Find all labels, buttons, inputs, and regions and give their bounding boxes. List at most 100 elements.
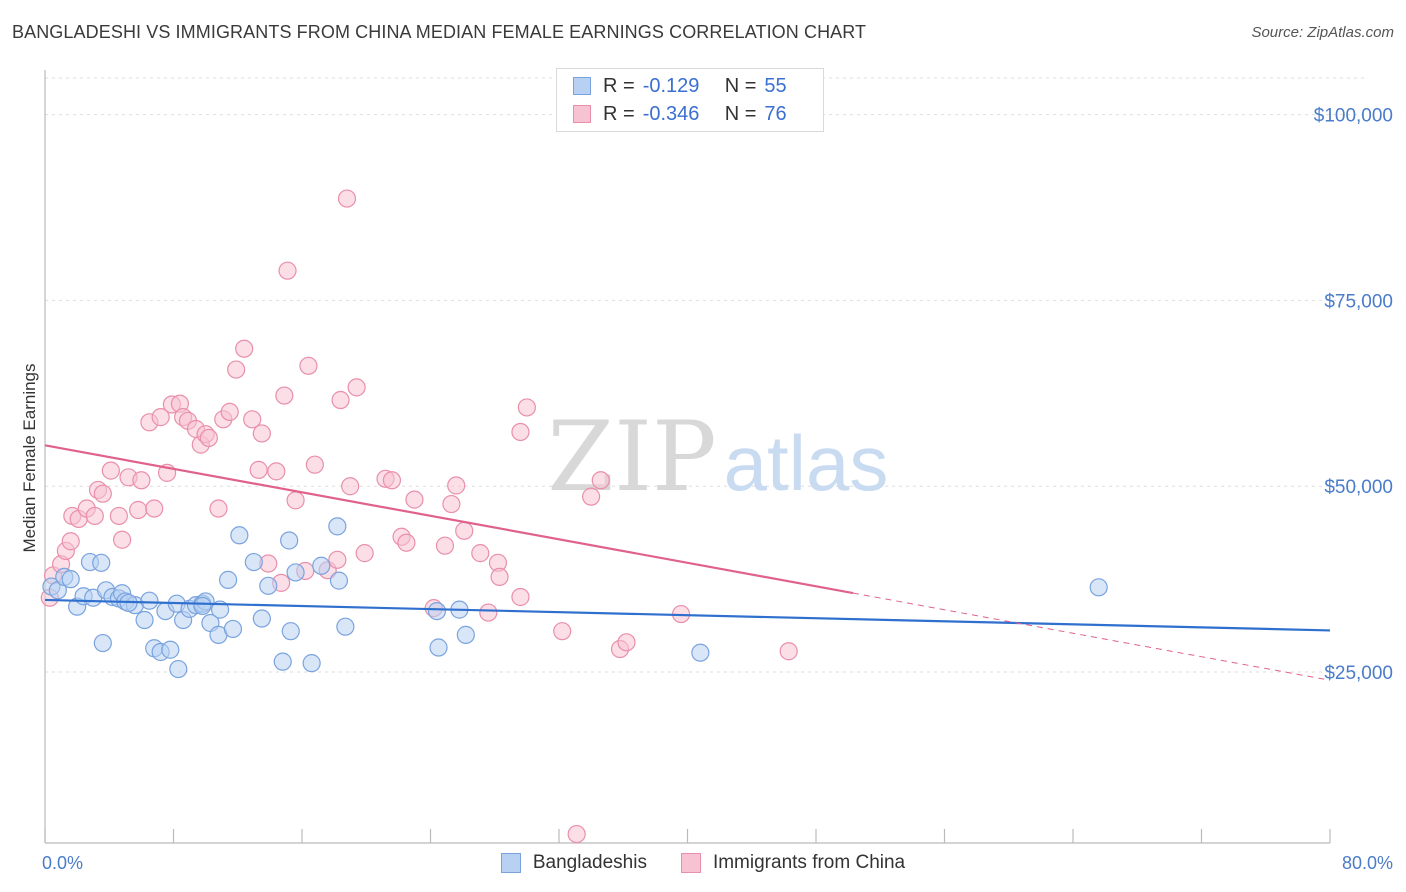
y-tick-label: $50,000 — [1324, 477, 1393, 498]
bangladeshis-point — [93, 633, 112, 653]
legend-label: Immigrants from China — [712, 852, 906, 873]
china-point — [617, 633, 636, 652]
bangladeshis-point — [329, 571, 349, 590]
bangladeshis-point — [280, 531, 299, 550]
china-point — [490, 567, 509, 587]
legend-item-immigrants-from-china[interactable]: Immigrants from China — [680, 852, 906, 874]
n-value: 76 — [764, 102, 787, 125]
y-tick-label: $100,000 — [1314, 106, 1393, 127]
china-point — [275, 386, 294, 405]
china-point — [331, 390, 350, 410]
legend-label: Bangladeshis — [532, 852, 647, 873]
bangladeshis-point — [210, 600, 230, 619]
china-point — [151, 408, 170, 427]
china-point — [779, 642, 798, 661]
china-point — [278, 261, 297, 280]
china-point — [85, 506, 104, 526]
trend-line — [44, 444, 854, 595]
series-bangladeshis — [42, 517, 1108, 679]
watermark-zip: ZIP — [547, 401, 716, 513]
bangladeshis-point — [429, 638, 448, 657]
bangladeshis-point — [61, 570, 80, 589]
china-point — [235, 339, 254, 358]
bangladeshis-point — [161, 640, 180, 659]
china-point — [305, 455, 324, 474]
china-point — [471, 544, 490, 563]
china-point — [243, 410, 262, 429]
china-point — [447, 476, 466, 495]
y-tick-label: $75,000 — [1324, 291, 1393, 312]
chart-title: BANGLADESHI VS IMMIGRANTS FROM CHINA MED… — [12, 22, 867, 42]
china-point — [511, 422, 530, 442]
x-tick-label: 80.0% — [1342, 853, 1393, 873]
china-point — [347, 378, 366, 397]
china-point — [337, 189, 357, 208]
china-point — [267, 462, 286, 481]
y-tick-label: $25,000 — [1324, 663, 1393, 684]
bangladeshis-point — [1089, 578, 1108, 597]
bangladeshis-point — [312, 556, 331, 575]
legend-item-bangladeshis[interactable]: Bangladeshis — [500, 852, 647, 874]
watermark: ZIP atlas — [547, 401, 888, 513]
china-point — [112, 530, 132, 549]
x-tick-label: 0.0% — [42, 853, 83, 873]
bangladeshis-point — [281, 622, 300, 641]
china-point — [553, 622, 572, 641]
china-point — [567, 824, 586, 844]
trend-line — [44, 598, 1331, 632]
china-point — [382, 471, 402, 490]
y-axis-label: Median Female Earnings — [20, 364, 39, 553]
series-immigrants-from-china — [40, 189, 798, 844]
bangladeshis-point — [140, 591, 159, 610]
china-point — [220, 402, 239, 422]
china-point — [145, 499, 164, 518]
bangladeshis-point — [336, 617, 355, 636]
legend-swatch-pink — [573, 105, 591, 123]
bangladeshis-point — [169, 659, 188, 679]
china-point — [286, 491, 305, 510]
china-point — [455, 521, 474, 540]
bangladeshis-point — [273, 652, 292, 671]
bangladeshis-point — [193, 596, 212, 615]
china-point — [511, 587, 530, 607]
china-point — [582, 487, 601, 506]
n-label: N = — [724, 102, 757, 125]
china-point — [479, 603, 498, 622]
china-point — [93, 484, 112, 503]
china-point — [109, 506, 128, 526]
bangladeshis-point — [259, 576, 278, 595]
axes — [44, 70, 1331, 844]
n-value: 55 — [764, 74, 787, 97]
china-point — [299, 356, 318, 375]
r-label: R = — [603, 74, 635, 97]
bangladeshis-point — [456, 625, 475, 644]
bangladeshis-point — [328, 517, 347, 536]
bangladeshis-point — [223, 619, 243, 639]
chart-source: Source: ZipAtlas.com — [1251, 24, 1394, 41]
china-point — [435, 536, 455, 555]
china-point — [252, 424, 271, 443]
china-point — [101, 461, 120, 480]
tick-labels: $25,000 $50,000 $75,000 $100,000 0.0% 80.0% — [42, 106, 1393, 873]
bangladeshis-point — [691, 643, 710, 662]
r-value: -0.346 — [642, 102, 700, 125]
bangladeshis-point — [230, 526, 249, 545]
legend-row-bangladeshis: R = -0.129 N = 55 — [573, 73, 787, 99]
watermark-atlas: atlas — [724, 419, 889, 507]
legend-swatch-blue — [573, 77, 591, 95]
china-point — [328, 550, 347, 569]
bangladeshis-point — [92, 553, 111, 572]
bangladeshis-point — [427, 601, 447, 621]
trend-lines — [44, 444, 1331, 681]
n-label: N = — [724, 74, 757, 97]
china-point — [227, 360, 246, 379]
series-legend: Bangladeshis Immigrants from China — [0, 852, 1406, 874]
trend-line-extrapolated — [852, 592, 1331, 681]
r-value: -0.129 — [642, 74, 700, 97]
bangladeshis-point — [302, 654, 321, 673]
china-point — [341, 477, 360, 496]
china-point — [199, 428, 218, 448]
china-point — [249, 460, 268, 479]
bangladeshis-point — [244, 552, 263, 572]
